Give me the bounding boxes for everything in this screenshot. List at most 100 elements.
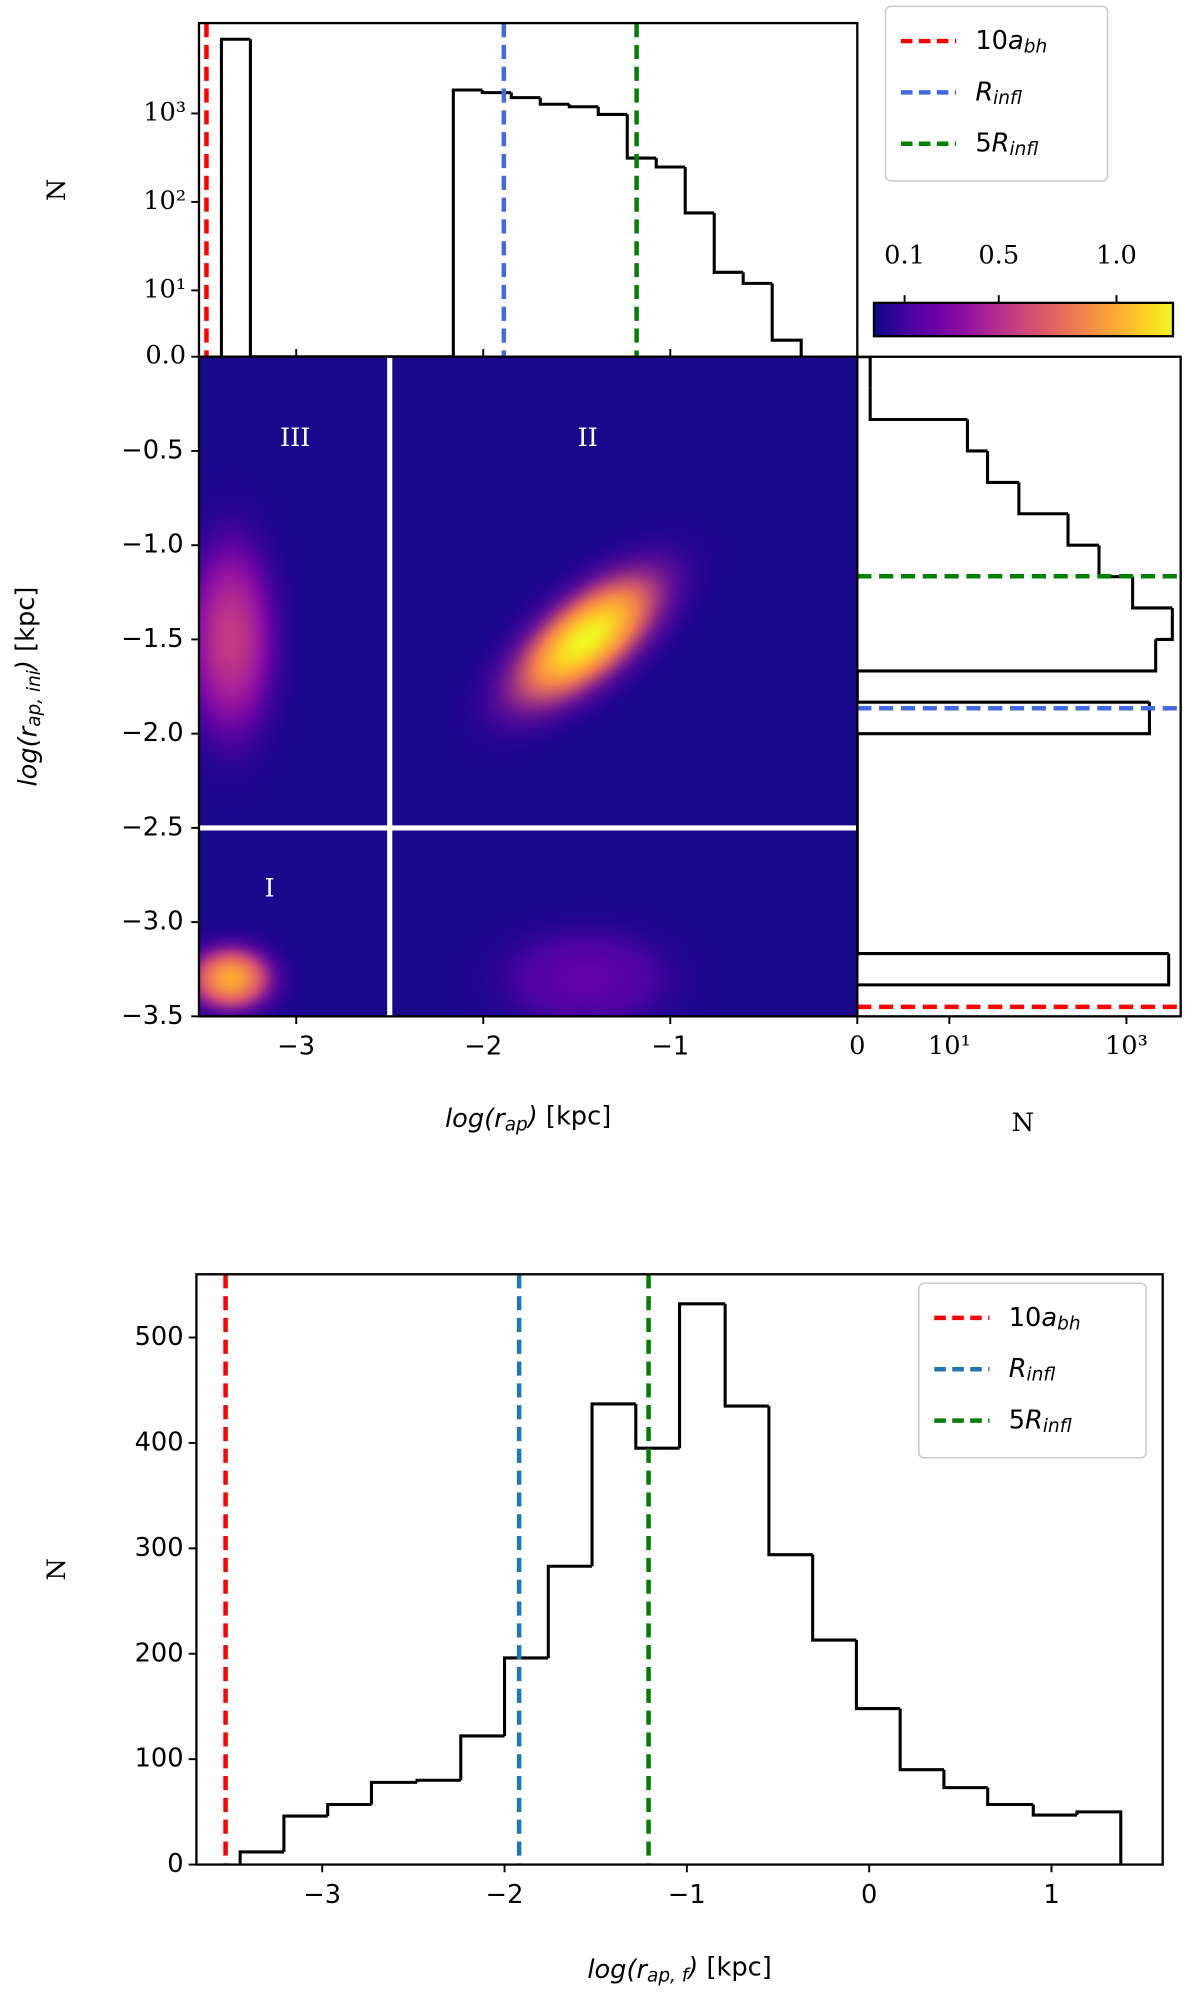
y-tick-label: 0 [167, 1849, 183, 1879]
legend-label: 10abh [1009, 1302, 1081, 1334]
x-tick-label: 0 [861, 1880, 877, 1910]
label-part: 10 [975, 26, 1008, 56]
legend-label: Rinfl [1009, 1354, 1056, 1386]
histogram-bar [741, 272, 773, 285]
legend-box [884, 5, 1109, 182]
histogram-bar [219, 37, 251, 357]
histogram-bar [986, 1787, 1034, 1807]
x-tick-label: −1 [651, 1032, 689, 1062]
histogram-bar [857, 953, 1171, 987]
colorbar-tick-label: 0.1 [884, 241, 925, 271]
label-part: ap [505, 1114, 528, 1135]
axes-frame [195, 1273, 1164, 1866]
label-part: ) [526, 1101, 538, 1131]
histogram-bar [1066, 513, 1099, 547]
y-tick-label: 200 [135, 1638, 184, 1668]
label-part: 10 [1009, 1302, 1042, 1332]
x-tick-label: −3 [303, 1880, 341, 1910]
legend-box [918, 1282, 1147, 1459]
histogram-bar [538, 97, 570, 106]
histogram-bar [942, 1769, 988, 1790]
histogram-bar [625, 114, 657, 160]
density-peak [415, 880, 757, 1017]
histogram-bar [868, 388, 968, 422]
x-tick-label: −2 [486, 1880, 524, 1910]
y-axis-label: N [42, 1558, 72, 1580]
histogram-bar [854, 1640, 901, 1711]
label-part: a [1008, 26, 1024, 56]
histogram-bar [480, 90, 512, 95]
x-tick-label: 10¹ [928, 1031, 971, 1061]
y-tick-label: −1.0 [121, 530, 183, 560]
y-tick-label: 300 [135, 1533, 184, 1563]
label-part: bh [1024, 37, 1047, 58]
histogram-bar [1097, 545, 1133, 579]
legend-label: 10abh [975, 26, 1047, 58]
colorbar [872, 301, 1175, 338]
label-part: infl [1010, 139, 1039, 160]
histogram-bar [596, 106, 628, 116]
histogram-bar [502, 1656, 549, 1736]
y-tick-label: 10³ [143, 97, 186, 127]
label-part: infl [1043, 1416, 1072, 1437]
x-tick-label: 1 [1043, 1880, 1059, 1910]
histogram-bar [857, 639, 1158, 673]
label-part: ) [686, 1952, 698, 1982]
histogram-bar [1075, 1810, 1123, 1865]
label-part: 5 [975, 128, 991, 158]
histogram-bar [1031, 1804, 1078, 1817]
histogram-bar [723, 1303, 769, 1408]
label-part: R [1009, 1354, 1027, 1384]
histogram-bar [857, 670, 1150, 704]
y-tick-label: 10² [143, 186, 186, 216]
y-tick-label: −2.0 [121, 718, 183, 748]
label-part: infl [1027, 1365, 1056, 1386]
histogram-bar [238, 1850, 284, 1865]
bars [204, 23, 803, 357]
x-tick-label: −3 [277, 1032, 315, 1062]
histogram-bar [678, 1302, 726, 1449]
y-tick-label: 0.0 [145, 341, 186, 371]
label-part: ) [10, 660, 40, 672]
region-label: II [578, 423, 598, 453]
histogram-bar [459, 1734, 505, 1781]
colorbar-tick-label: 0.5 [978, 241, 1019, 271]
y-tick-label: 10¹ [143, 274, 186, 304]
x-axis-label: N [1012, 1108, 1034, 1138]
label-part: R [1025, 1405, 1043, 1435]
histogram-bar [326, 1802, 372, 1817]
heatmap [198, 356, 858, 1017]
label-part: log(r [13, 725, 43, 786]
label-part: log(r [445, 1104, 506, 1134]
histogram-bar [248, 39, 280, 357]
histogram-bar [590, 1402, 636, 1567]
x-axis-label: log(rap, f) [kpc] [587, 1952, 771, 1986]
legend-label: 5Rinfl [975, 128, 1038, 160]
histogram-bar [567, 104, 599, 109]
legend-label: 5Rinfl [1009, 1405, 1072, 1437]
y-tick-label: −1.5 [121, 624, 183, 654]
histogram-bar [1155, 607, 1174, 641]
histogram-bar [451, 88, 483, 357]
histogram-bar [1131, 576, 1173, 610]
histogram-bar [415, 1778, 461, 1783]
label-part: ap, f [647, 1965, 691, 1986]
histogram-bar [986, 450, 1019, 484]
histogram-bar [509, 92, 541, 100]
x-axis-label: log(rap) [kpc] [445, 1101, 611, 1135]
histogram-bar [965, 419, 988, 453]
region-label: III [280, 423, 310, 453]
histogram-bar [683, 167, 715, 215]
label-part: [kpc] [538, 1101, 611, 1131]
y-axis-label: N [42, 179, 72, 201]
label-part: [kpc] [10, 587, 40, 660]
y-axis-label: log(rap, ini) [kpc] [10, 587, 44, 787]
x-tick-label: −2 [464, 1032, 502, 1062]
label-part: infl [993, 88, 1022, 109]
label-part: 5 [1009, 1405, 1025, 1435]
x-tick-label: 10³ [1105, 1031, 1148, 1061]
y-tick-label: 400 [135, 1427, 184, 1457]
bars [223, 1274, 1123, 1865]
label-part: ap, ini [24, 669, 45, 727]
